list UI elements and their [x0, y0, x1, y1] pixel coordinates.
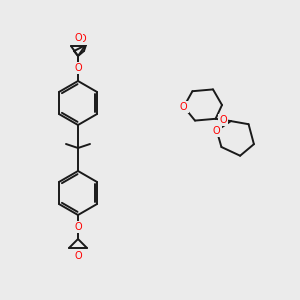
Text: O: O	[74, 63, 82, 73]
Text: O: O	[74, 251, 82, 261]
Text: O: O	[74, 33, 82, 43]
Text: O: O	[213, 126, 220, 136]
Text: O: O	[74, 222, 82, 232]
Text: O: O	[78, 34, 86, 44]
Text: O: O	[219, 115, 227, 125]
Text: O: O	[180, 102, 188, 112]
